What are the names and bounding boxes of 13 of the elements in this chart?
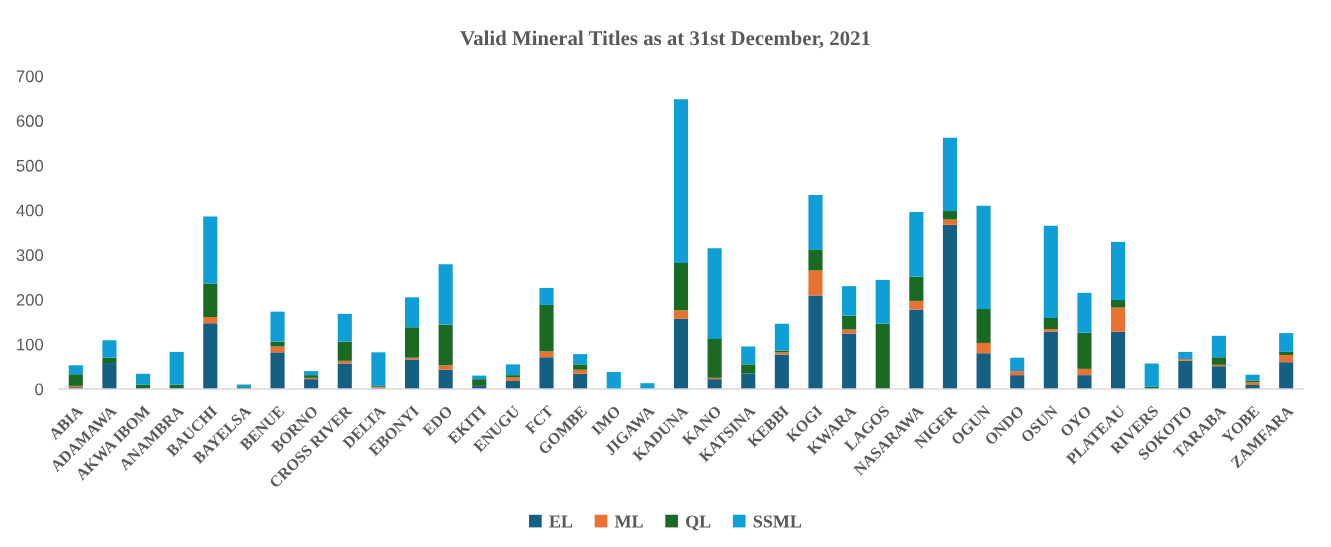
legend-label: EL: [549, 515, 573, 528]
y-tick-label: 700: [16, 70, 44, 83]
y-tick-label: 300: [16, 249, 44, 262]
y-tick-label: 400: [16, 204, 44, 217]
y-tick-label: 500: [16, 159, 44, 172]
legend-label: ML: [614, 515, 643, 528]
y-tick-label: 0: [35, 383, 44, 396]
y-tick-label: 100: [17, 338, 44, 351]
y-tick-label: 200: [16, 293, 44, 306]
legend-label: QL: [686, 515, 711, 531]
legend-label: SSML: [753, 515, 802, 528]
chart-title: Valid Mineral Titles as at 31st December, 2021: [460, 30, 870, 49]
y-tick-label: 600: [16, 115, 44, 127]
